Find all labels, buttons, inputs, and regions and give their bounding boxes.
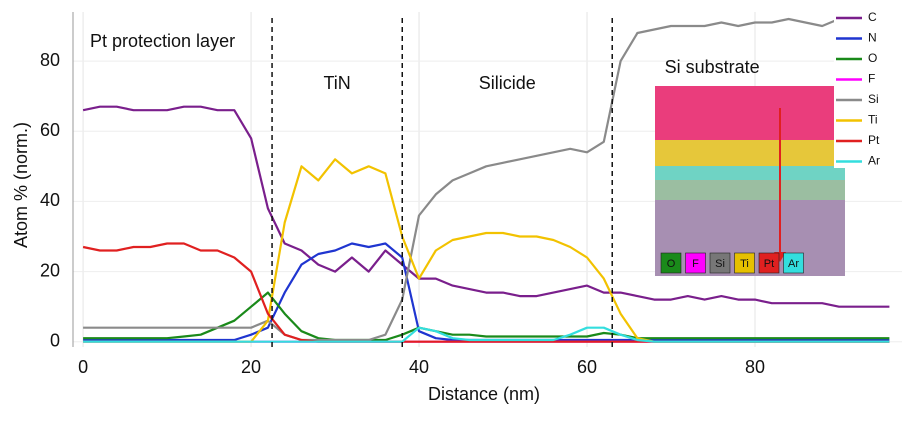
series-line — [83, 17, 890, 342]
inset-key — [758, 252, 780, 274]
inset-key — [709, 252, 731, 274]
legend-label: N — [868, 31, 877, 45]
legend-label: C — [868, 10, 877, 24]
inset-key — [685, 252, 706, 274]
region-label: Silicide — [479, 73, 536, 93]
y-tick-label: 60 — [40, 120, 60, 140]
y-tick-label: 80 — [40, 50, 60, 70]
inset-label: O — [667, 258, 676, 270]
series-line — [82, 105, 890, 308]
y-tick-label: 40 — [40, 190, 60, 210]
region-label: Pt protection layer — [90, 31, 235, 51]
y-axis-title: Atom % (norm.) — [11, 122, 31, 248]
inset-label: Si — [715, 258, 725, 270]
legend-label: F — [868, 72, 875, 86]
legend-label: Si — [868, 92, 879, 106]
legend-label: Ti — [868, 113, 878, 127]
inset-label: F — [692, 258, 699, 270]
y-tick-label: 20 — [40, 260, 60, 280]
region-label: TiN — [323, 73, 350, 93]
inset-key — [660, 252, 682, 274]
inset-label: Ar — [788, 258, 799, 270]
series-line — [83, 291, 890, 342]
x-tick-label: 80 — [745, 357, 765, 377]
inset-layer — [655, 140, 845, 166]
series-line — [83, 326, 890, 343]
legend-label: O — [868, 51, 877, 65]
x-tick-label: 60 — [577, 357, 597, 377]
region-label: Si substrate — [665, 57, 760, 77]
inset-key — [734, 252, 755, 274]
inset-layer — [655, 86, 845, 140]
inset-label: Ti — [740, 258, 749, 270]
legend-label: Ar — [868, 154, 880, 168]
x-tick-label: 0 — [78, 357, 88, 377]
x-tick-label: 20 — [241, 357, 261, 377]
y-tick-label: 0 — [50, 330, 60, 350]
x-tick-label: 40 — [409, 357, 429, 377]
inset-label: Pt — [764, 258, 774, 270]
legend-label: Pt — [868, 133, 880, 147]
inset: O F Si Ti Pt Ar — [655, 86, 845, 276]
x-axis-title: Distance (nm) — [428, 384, 540, 404]
inset-key — [783, 252, 804, 274]
inset-layer — [655, 180, 845, 200]
